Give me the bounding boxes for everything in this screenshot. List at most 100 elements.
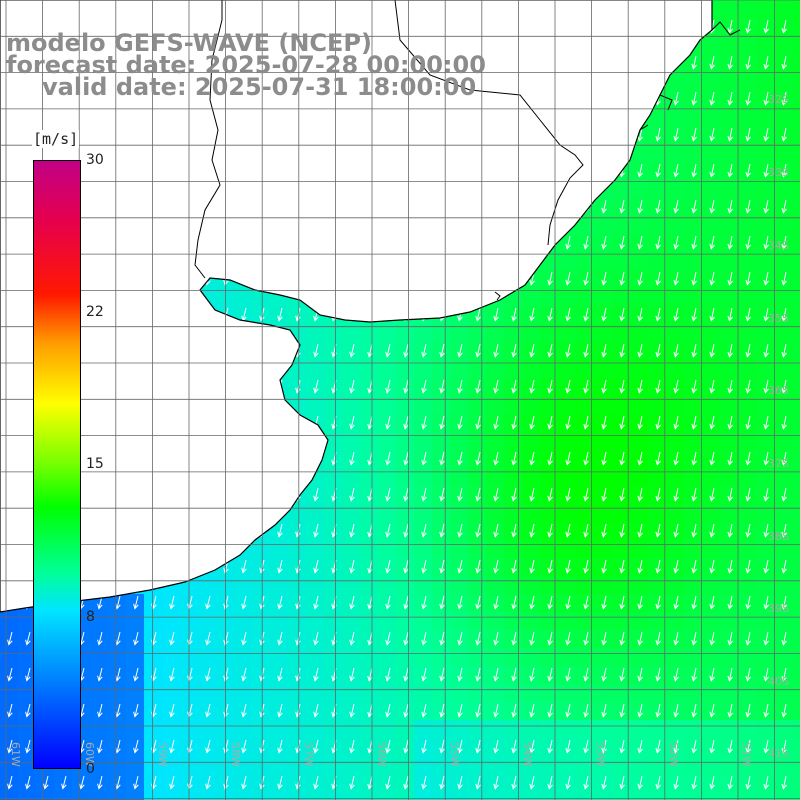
wind-cell [288,774,307,793]
wind-arrow [25,739,31,754]
wind-arrow [529,559,535,574]
wind-cell [450,540,469,559]
wind-cell [720,270,739,289]
wind-arrow [493,631,499,646]
wind-arrow [691,487,697,502]
wind-cell [558,342,577,361]
wind-arrow [727,415,733,430]
wind-cell [126,738,145,757]
wind-arrow [781,487,787,502]
wind-arrow [439,595,445,610]
wind-cell [486,504,505,523]
wind-cell [324,468,343,487]
wind-cell [720,684,739,703]
wind-cell [720,630,739,649]
wind-cell [342,396,361,415]
wind-cell [684,702,703,721]
wind-cell [738,612,757,631]
wind-arrow [763,163,769,178]
wind-cell [612,522,631,541]
wind-arrow [133,775,139,790]
wind-cell [540,720,559,739]
wind-arrow [7,739,13,754]
wind-cell [594,216,613,235]
wind-arrow [781,523,787,538]
wind-cell [756,414,775,433]
wind-cell [792,378,800,397]
wind-cell [720,540,739,559]
wind-cell [684,324,703,343]
wind-arrow [421,343,427,358]
wind-arrow [745,415,751,430]
wind-cell [198,792,217,800]
wind-cell [468,648,487,667]
wind-cell [576,504,595,523]
wind-cell [756,504,775,523]
wind-cell [792,252,800,271]
wind-cell [594,774,613,793]
wind-cell [576,648,595,667]
wind-cell [324,558,343,577]
wind-arrow [709,523,715,538]
wind-cell [450,684,469,703]
wind-cell [756,720,775,739]
wind-cell [504,792,523,800]
wind-cell [90,738,109,757]
wind-cell [792,342,800,361]
wind-cell [540,270,559,289]
wind-cell [774,432,793,451]
wind-cell [594,612,613,631]
wind-cell [756,594,775,613]
wind-arrow [367,343,373,358]
wind-cell [792,486,800,505]
wind-cell [360,792,379,800]
wind-cell [594,306,613,325]
wind-arrow [529,487,535,502]
wind-cell [648,324,667,343]
wind-cell [378,756,397,775]
wind-cell [630,486,649,505]
wind-cell [558,288,577,307]
wind-cell [360,378,379,397]
wind-cell [360,414,379,433]
wind-arrow [727,307,733,322]
wind-cell [306,486,325,505]
wind-cell [684,738,703,757]
wind-arrow [763,559,769,574]
wind-cell [450,738,469,757]
wind-cell [198,738,217,757]
wind-cell [360,396,379,415]
wind-cell [666,162,685,181]
wind-arrow [637,451,643,466]
wind-cell [792,360,800,379]
wind-cell [432,486,451,505]
wind-cell [432,756,451,775]
wind-cell [684,360,703,379]
wind-arrow [655,343,661,358]
wind-arrow [745,667,751,682]
wind-cell [792,504,800,523]
wind-cell [396,450,415,469]
wind-cell [450,360,469,379]
wind-cell [468,468,487,487]
wind-cell [450,522,469,541]
wind-cell [630,558,649,577]
wind-cell [90,774,109,793]
wind-arrow [781,55,787,70]
wind-cell [774,36,793,55]
wind-arrow [403,739,409,754]
wind-cell [756,342,775,361]
wind-cell [702,126,721,145]
wind-cell [666,288,685,307]
wind-arrow [529,703,535,718]
wind-cell [702,486,721,505]
wind-cell [270,666,289,685]
wind-cell [630,738,649,757]
wind-cell [702,576,721,595]
wind-arrow [655,415,661,430]
wind-arrow [475,487,481,502]
longitude-label: 52W [667,742,680,767]
wind-arrow [367,775,373,790]
wind-cell [414,630,433,649]
wind-cell [450,342,469,361]
